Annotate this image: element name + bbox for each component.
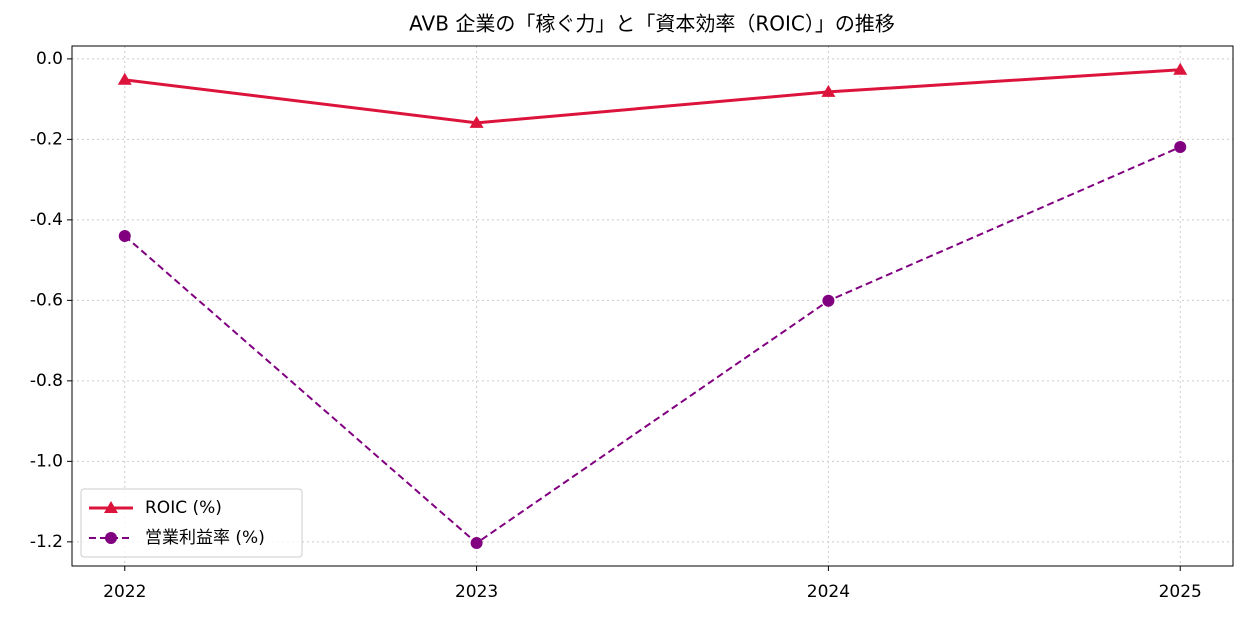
legend-label: ROIC (%) [145, 498, 222, 518]
legend-label: 営業利益率 (%) [145, 528, 265, 548]
marker [821, 84, 836, 97]
marker [1174, 141, 1187, 154]
x-tick-label: 2025 [1159, 582, 1202, 602]
legend-marker [104, 501, 118, 513]
legend-marker [105, 532, 117, 544]
y-tick-label: -0.2 [30, 129, 63, 149]
legend-box [80, 488, 303, 558]
y-tick-label: 0.0 [36, 49, 63, 69]
y-tick-label: -1.0 [30, 451, 63, 471]
legend: ROIC (%) 営業利益率 (%) [80, 488, 303, 558]
y-tick-label: -0.8 [30, 371, 63, 391]
marker [469, 115, 484, 128]
marker [470, 537, 483, 550]
y-tick-label: -0.6 [30, 290, 63, 310]
chart-title: AVB 企業の「稼ぐ力」と「資本効率（ROIC）」の推移 [409, 12, 895, 36]
x-tick-label: 2022 [103, 582, 146, 602]
y-tick-label: -0.4 [30, 210, 63, 230]
marker [117, 72, 132, 85]
series-line [124, 146, 1181, 545]
marker [118, 229, 131, 242]
marker [1173, 62, 1188, 75]
plot-frame [71, 45, 1234, 567]
marker [822, 294, 835, 307]
x-tick-label: 2024 [807, 582, 850, 602]
x-tick-label: 2023 [455, 582, 498, 602]
series-line [124, 68, 1181, 125]
y-tick-label: -1.2 [30, 532, 63, 552]
